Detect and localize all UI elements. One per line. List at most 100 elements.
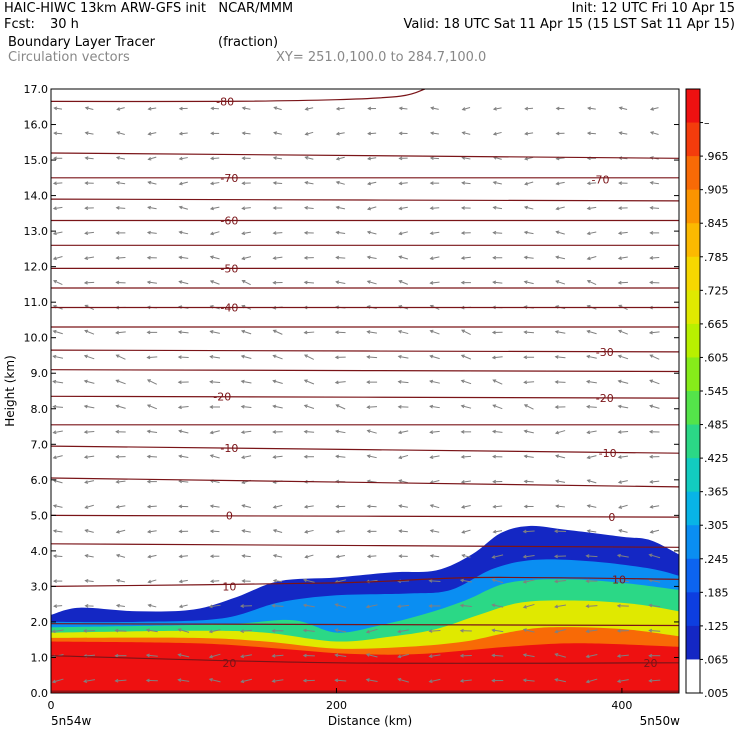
circulation-vector [147,529,157,534]
circulation-vector [334,603,347,608]
contour-label: -70 [220,172,238,185]
circulation-vector [522,579,535,584]
circulation-vector [114,653,127,658]
circulation-vector [272,553,283,558]
circulation-vector [115,280,126,285]
circulation-vector [303,454,314,459]
circulation-vector [461,529,471,534]
circulation-vector [617,206,628,210]
colorbar-label: .065 [704,653,729,666]
circulation-vector [209,255,220,260]
circulation-vector [554,653,566,658]
circulation-vector [240,404,252,409]
circulation-vector [366,454,377,459]
circulation-vector [303,230,314,235]
x-tick-label: 200 [326,699,347,712]
circulation-vector [146,454,158,459]
circulation-vector [523,255,534,260]
axes-layer: 0.0 1.0 2.0 3.0 4.0 5.0 6.0 7.0 8.0 9.0 10.0 11.0 12… [24,83,679,712]
circulation-vector [491,578,504,584]
circulation-vector [208,604,221,609]
circulation-vector [302,628,315,633]
circulation-vector [273,131,282,135]
circulation-vector [366,230,377,235]
circulation-vector [52,329,63,335]
circulation-vector [335,156,345,161]
circulation-vector [618,131,628,135]
circulation-vector [366,330,377,334]
circulation-vector [240,329,252,335]
circulation-vector [523,429,534,434]
circulation-vector [303,379,315,385]
circulation-vector [491,653,504,658]
circulation-vector [334,653,347,658]
circulation-vector [524,106,534,111]
contour-label: 10 [222,580,236,593]
circulation-vector [460,429,472,434]
circulation-vector [492,454,503,459]
circulation-vector [84,231,94,235]
circulation-vector [617,280,628,285]
circulation-vector [51,678,64,684]
colorbar-swatch [686,256,700,291]
circulation-vector [554,579,567,584]
circulation-vector [522,678,535,683]
colorbar-label: .305 [704,519,729,532]
circulation-vector [178,181,188,186]
circulation-vector [116,131,125,135]
circulation-vector [649,231,660,235]
circulation-vector [178,255,189,260]
contour-label: 0 [226,509,233,522]
circulation-vector [367,131,377,136]
circulation-vector [460,231,471,235]
temperature-contour [51,198,679,202]
circulation-vector [334,628,347,633]
circulation-vector [461,106,471,111]
contour-label: -80 [216,95,234,108]
circulation-vector [115,156,126,160]
circulation-vector [146,404,158,410]
circulation-vector [522,628,535,633]
temperature-contour [51,445,679,454]
circulation-vector [272,529,283,534]
circulation-vector [303,280,314,285]
circulation-vector [554,380,566,384]
circulation-vector [398,529,408,534]
circulation-vector [84,480,95,484]
circulation-vector [209,330,220,334]
circulation-vector [84,206,94,210]
circulation-vector [586,256,597,261]
circulation-vector [178,604,188,609]
circulation-vector [303,354,314,360]
circulation-vector [461,181,471,185]
circulation-vector [115,603,125,608]
circulation-vector [53,106,63,111]
colorbar-label: .365 [704,486,729,499]
circulation-vector [648,628,661,633]
circulation-vector [586,206,597,211]
circulation-vector [649,131,659,135]
circulation-vector [649,206,660,210]
circulation-vector [209,454,220,459]
circulation-vector [398,255,409,260]
circulation-vector [208,629,221,634]
circulation-vector [430,106,439,111]
circulation-vector [461,553,471,558]
circulation-vector [146,280,157,285]
circulation-vector [178,529,189,534]
circulation-vector [366,554,377,559]
circulation-vector [177,355,189,360]
circulation-vector [115,479,126,484]
circulation-vector [429,504,440,509]
circulation-vector [272,578,283,583]
circulation-vector [177,405,189,410]
circulation-vector [209,405,220,409]
colorbar-swatch [686,89,700,124]
circulation-vector [335,504,346,509]
circulation-vector [398,181,408,186]
circulation-vector [84,579,94,583]
circulation-vector [84,256,95,260]
circulation-vector [84,181,94,185]
circulation-vector [241,131,251,136]
circulation-vector [84,131,94,135]
